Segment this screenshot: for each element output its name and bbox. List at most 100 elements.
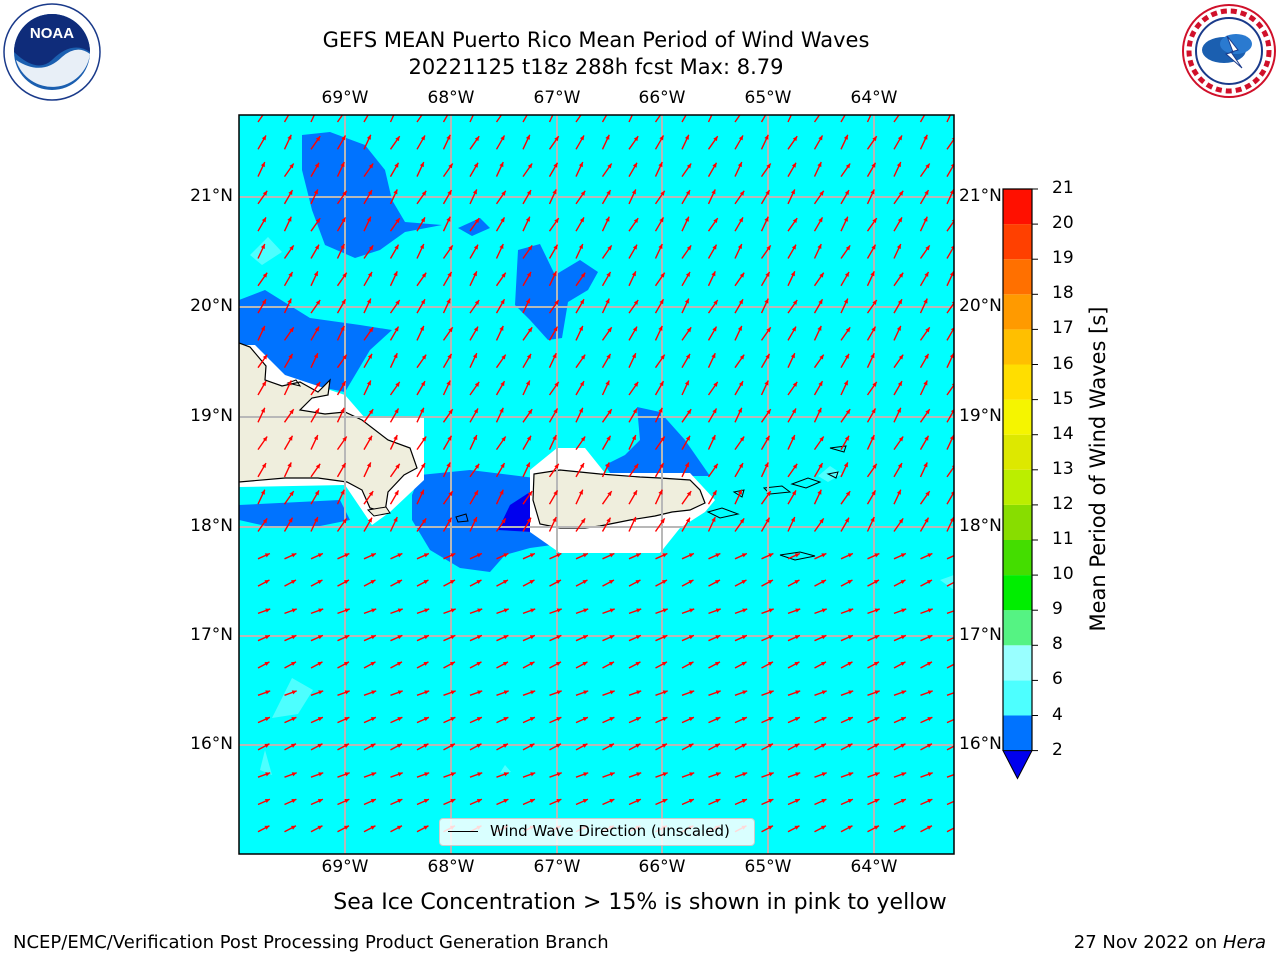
wave-direction-arrow bbox=[761, 690, 774, 696]
wave-direction-arrow bbox=[707, 115, 713, 123]
wave-direction-arrow bbox=[416, 825, 429, 833]
wave-direction-arrow bbox=[416, 190, 427, 205]
wave-direction-arrow bbox=[257, 517, 268, 532]
wave-direction-arrow bbox=[363, 326, 374, 341]
wave-direction-arrow bbox=[628, 271, 637, 287]
wave-direction-arrow bbox=[257, 436, 268, 451]
wave-direction-arrow bbox=[814, 743, 827, 751]
wave-direction-arrow bbox=[760, 490, 772, 505]
wave-direction-arrow bbox=[814, 772, 827, 778]
wave-direction-arrow bbox=[840, 552, 854, 560]
wave-direction-arrow bbox=[787, 579, 800, 587]
wave-direction-arrow bbox=[628, 634, 642, 642]
wave-direction-arrow bbox=[416, 325, 425, 341]
wave-direction-arrow bbox=[442, 163, 454, 178]
wave-direction-arrow bbox=[522, 244, 533, 259]
lon-label-bottom: 65°W bbox=[744, 857, 792, 877]
wave-direction-arrow bbox=[496, 716, 509, 724]
wave-direction-arrow bbox=[813, 190, 825, 205]
wave-direction-arrow bbox=[575, 407, 584, 423]
blue-region-north-2 bbox=[458, 218, 490, 236]
wave-direction-arrow bbox=[443, 772, 456, 778]
wave-direction-arrow bbox=[469, 115, 475, 123]
wave-direction-arrow bbox=[390, 552, 403, 560]
wave-direction-arrow bbox=[522, 552, 536, 560]
wave-direction-arrow bbox=[814, 825, 827, 833]
wave-direction-arrow bbox=[602, 661, 615, 669]
wave-direction-arrow bbox=[919, 216, 928, 232]
wave-direction-arrow bbox=[469, 434, 478, 450]
wave-direction-arrow bbox=[257, 161, 266, 177]
wave-direction-arrow bbox=[866, 162, 877, 177]
wave-direction-arrow bbox=[575, 462, 585, 478]
wave-direction-arrow bbox=[363, 216, 372, 232]
wave-direction-arrow bbox=[761, 772, 774, 778]
wave-direction-arrow bbox=[840, 189, 850, 205]
wave-direction-arrow bbox=[919, 517, 930, 532]
wave-direction-arrow bbox=[734, 243, 743, 259]
wave-direction-arrow bbox=[469, 579, 482, 587]
wave-direction-arrow bbox=[575, 190, 586, 205]
lat-lon-gridlines bbox=[239, 115, 954, 854]
footer-host: Hera bbox=[1222, 932, 1266, 953]
wave-direction-arrow bbox=[389, 217, 401, 232]
wave-direction-arrow bbox=[681, 271, 691, 287]
wave-direction-arrow bbox=[575, 489, 584, 505]
wave-direction-arrow bbox=[310, 381, 321, 396]
wave-direction-arrow bbox=[522, 690, 536, 696]
wave-direction-arrow bbox=[310, 825, 323, 833]
wave-direction-arrow bbox=[389, 434, 398, 450]
map-legend: Wind Wave Direction (unscaled) bbox=[439, 818, 755, 846]
wave-direction-arrow bbox=[760, 380, 769, 396]
wave-direction-arrow bbox=[310, 661, 323, 669]
wave-direction-arrow bbox=[920, 661, 933, 669]
lat-label-left: 17°N bbox=[190, 625, 233, 645]
wave-direction-arrow bbox=[601, 189, 612, 205]
wave-direction-arrow bbox=[283, 298, 292, 314]
wave-direction-arrow bbox=[893, 135, 903, 150]
wave-direction-arrow bbox=[548, 299, 560, 314]
wave-direction-arrow bbox=[787, 716, 801, 724]
wave-direction-arrow bbox=[787, 189, 796, 205]
wave-direction-arrow bbox=[787, 743, 800, 751]
wave-direction-arrow bbox=[522, 134, 531, 150]
wave-direction-arrow bbox=[522, 408, 533, 423]
wave-direction-arrow bbox=[893, 325, 902, 341]
wave-direction-arrow bbox=[443, 634, 456, 642]
wave-direction-arrow bbox=[469, 552, 483, 560]
wave-direction-arrow bbox=[284, 716, 297, 724]
colorbar-segment bbox=[1003, 434, 1032, 470]
wave-direction-arrow bbox=[760, 408, 772, 423]
wave-direction-arrow bbox=[866, 135, 878, 150]
wave-direction-arrow bbox=[575, 798, 589, 806]
wave-direction-arrow bbox=[654, 243, 663, 259]
wave-direction-arrow bbox=[548, 408, 559, 423]
wave-direction-arrow bbox=[363, 661, 376, 669]
wave-direction-arrow bbox=[734, 354, 745, 369]
wave-direction-arrow bbox=[389, 516, 398, 532]
wave-direction-arrow bbox=[681, 216, 690, 232]
wave-direction-arrow bbox=[840, 462, 849, 478]
wave-direction-arrow bbox=[522, 462, 531, 478]
blue-region-west bbox=[239, 290, 392, 392]
wave-direction-arrow bbox=[416, 579, 429, 587]
wave-direction-arrow bbox=[787, 434, 796, 450]
lat-label-right: 18°N bbox=[959, 516, 1002, 536]
wave-direction-arrow bbox=[416, 517, 427, 532]
wave-direction-arrow bbox=[734, 135, 744, 150]
wave-direction-arrow bbox=[310, 579, 323, 587]
wave-direction-arrow bbox=[522, 380, 531, 396]
wave-direction-arrow bbox=[628, 579, 641, 587]
wave-direction-arrow bbox=[840, 490, 851, 505]
wave-direction-arrow bbox=[389, 271, 398, 287]
wave-direction-arrow bbox=[443, 690, 456, 696]
wave-direction-arrow bbox=[654, 407, 663, 423]
wave-direction-arrow bbox=[443, 798, 456, 806]
lon-label-top: 69°W bbox=[321, 88, 369, 108]
wave-direction-arrow bbox=[813, 135, 824, 150]
wave-direction-arrow bbox=[655, 608, 668, 615]
wave-direction-arrow bbox=[893, 579, 906, 587]
wave-direction-arrow bbox=[257, 552, 271, 560]
wave-direction-arrow bbox=[257, 690, 271, 696]
wave-direction-arrow bbox=[840, 690, 854, 696]
